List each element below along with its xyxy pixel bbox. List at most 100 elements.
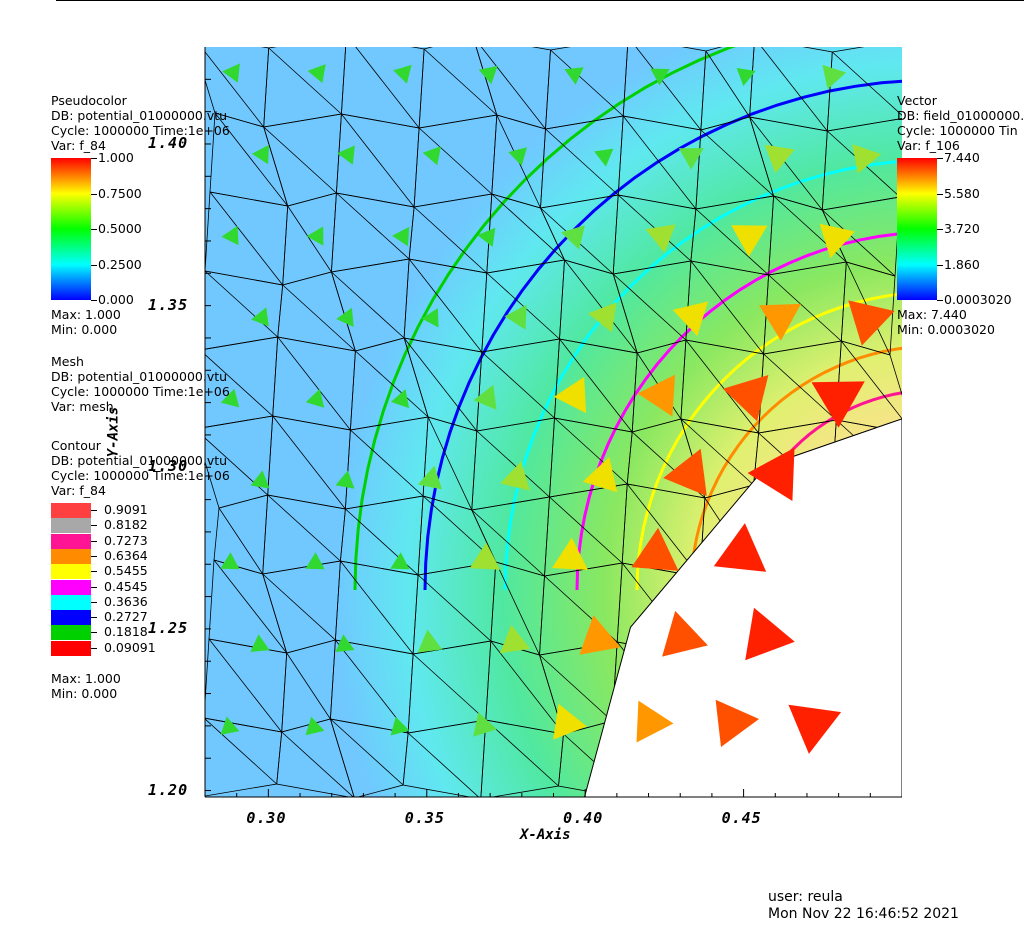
colorbar-tick-label: 3.720: [944, 221, 980, 236]
colorbar-tick: [91, 300, 97, 301]
contour-tick: [91, 617, 97, 619]
contour-level-label: 0.2727: [104, 609, 148, 625]
contour-swatch: [51, 594, 91, 610]
contour-level-label: 0.3636: [104, 593, 148, 609]
vector-glyph: [422, 146, 441, 166]
contour-tick: [91, 632, 97, 634]
vector-glyph: [588, 302, 617, 333]
colorbar-tick-label: 1.860: [944, 256, 980, 272]
vector-glyph: [722, 375, 769, 422]
y-tick-label: 1.25: [148, 618, 189, 637]
vector-glyph: [251, 144, 269, 165]
vector-glyph: [852, 144, 882, 174]
vector-glyph: [759, 303, 801, 341]
vector-glyph: [579, 615, 621, 655]
contour-swatch: [51, 518, 91, 534]
colorbar-tick: [937, 300, 943, 301]
contour-swatch: [51, 610, 91, 626]
contour-swatch: [51, 640, 91, 656]
contour-tick: [91, 525, 97, 527]
colorbar-tick: [937, 158, 943, 159]
x-axis-title: X-Axis: [520, 827, 571, 843]
vector-glyph: [811, 381, 865, 428]
colorbar-tick-label: 0.0003020: [944, 292, 1012, 307]
x-tick-label: 0.45: [721, 809, 762, 827]
vector-glyph: [672, 301, 708, 337]
vector-glyph: [848, 300, 895, 346]
contour-min: Min: 0.000: [51, 686, 118, 701]
vector-glyph: [747, 447, 795, 501]
vector-glyph: [819, 223, 855, 259]
contour-swatch: [51, 625, 91, 641]
vector-glyph: [631, 527, 679, 571]
vector-glyph: [220, 388, 240, 408]
contour-tick: [91, 555, 97, 557]
vector-glyph: [337, 145, 355, 165]
contour-swatch: [51, 579, 91, 595]
pseudocolor-cycle: Cycle: 1000000 Time:1e+06: [51, 123, 230, 138]
pseudocolor-db: DB: potential_01000000.vtu: [51, 108, 228, 123]
pseudocolor-range: Max: 1.000 Min: 0.000: [51, 307, 121, 337]
x-tick-label: 0.40: [563, 809, 604, 827]
x-tick-label: 0.35: [404, 809, 445, 827]
y-tick-label: 1.40: [148, 133, 189, 152]
vector-glyph: [222, 63, 240, 83]
contour-level-label: 0.8182: [104, 517, 148, 533]
contour-tick: [91, 510, 97, 511]
vector-glyph: [564, 67, 584, 85]
contour-level-label: 0.7273: [104, 532, 148, 548]
footer-user: user: reula: [768, 889, 843, 905]
vector-glyph: [715, 699, 759, 747]
colorbar-tick: [91, 229, 97, 230]
footer: user: reula Mon Nov 22 16:46:52 2021: [768, 889, 959, 923]
vector-glyph: [678, 148, 704, 170]
vector-glyph: [745, 607, 795, 661]
vector-glyph: [561, 225, 585, 250]
colorbar-tick: [91, 264, 97, 266]
vector-glyph: [305, 552, 325, 570]
vector-glyph: [731, 225, 768, 257]
vector-glyph: [636, 700, 674, 743]
vector-glyph: [473, 384, 497, 410]
vector-db: DB: field_01000000.: [897, 108, 1024, 123]
contour-tick: [91, 647, 97, 649]
vector-glyph: [390, 389, 410, 409]
pseudocolor-legend: Pseudocolor DB: potential_01000000.vtu C…: [51, 93, 230, 153]
vector-glyph: [220, 552, 240, 570]
vector-glyph: [822, 64, 847, 90]
colorbar-tick-label: 0.000: [98, 292, 134, 307]
colorbar-tick-label: 0.7500: [98, 185, 142, 201]
vector-glyph: [650, 68, 670, 86]
vector-glyph: [251, 307, 269, 327]
colorbar-tick: [91, 193, 97, 195]
contour-level-label: 0.6364: [104, 547, 148, 563]
mesh-db: DB: potential_01000000.vtu: [51, 369, 228, 384]
contour-line: [353, 47, 736, 591]
contour-line: [575, 232, 902, 591]
contour-db: DB: potential_01000000.vtu: [51, 453, 228, 468]
vector-glyph: [662, 610, 708, 657]
contour-legend: Contour DB: potential_01000000.vtu Cycle…: [51, 438, 230, 498]
pseudocolor-max: Max: 1.000: [51, 307, 121, 322]
vector-var: Var: f_106: [897, 138, 960, 153]
vector-glyph: [250, 470, 270, 489]
vector-glyph: [500, 624, 530, 654]
vector-glyph: [469, 542, 501, 570]
vector-glyph: [390, 552, 410, 570]
vector-glyph: [473, 712, 497, 737]
vector-glyph: [390, 716, 410, 736]
contour-title: Contour: [51, 438, 101, 453]
pseudocolor-title: Pseudocolor: [51, 93, 127, 108]
colorbar-tick: [937, 264, 943, 266]
vector-glyph: [392, 226, 410, 247]
vector-glyph: [553, 376, 587, 414]
colorbar-tick: [937, 193, 943, 195]
vector-glyph: [306, 226, 324, 246]
vector-glyph: [637, 374, 676, 417]
colorbar-tick-label: 1.000: [98, 150, 134, 165]
contour-tick: [91, 601, 97, 603]
vector-glyph: [417, 629, 443, 653]
vector-glyph: [663, 448, 707, 496]
contour-level-label: 0.5455: [104, 563, 148, 579]
vector-glyph: [500, 461, 530, 491]
